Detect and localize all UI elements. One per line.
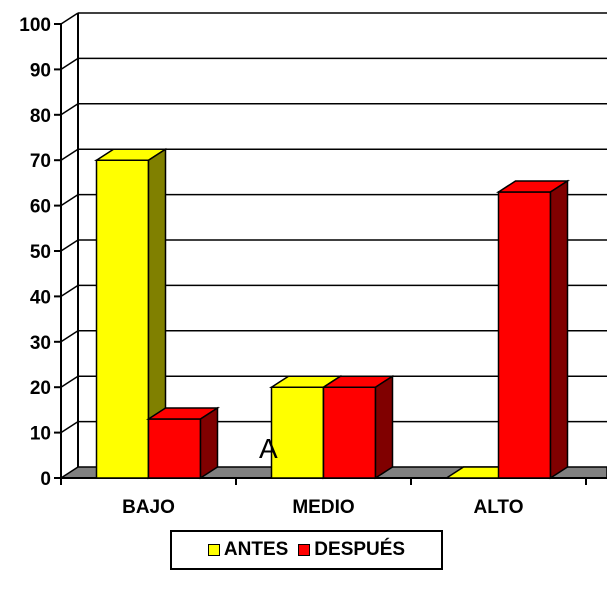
bar-después-alto xyxy=(495,179,571,480)
gridline-side xyxy=(60,239,79,252)
x-label-alto: ALTO xyxy=(474,497,524,518)
bar-side xyxy=(549,179,569,480)
gridline-side xyxy=(60,420,79,434)
gridline-side xyxy=(60,103,79,116)
gridline-side xyxy=(60,193,79,207)
y-tick-label: 10 xyxy=(30,424,51,445)
y-tick-label: 100 xyxy=(19,15,51,36)
y-tick-label: 60 xyxy=(30,197,51,218)
bar-después-bajo xyxy=(145,406,221,480)
bar-front xyxy=(322,386,377,479)
y-tick-label: 0 xyxy=(40,469,51,490)
gridline-side xyxy=(60,330,79,343)
y-tick-label: 70 xyxy=(30,151,51,172)
legend-label-antes: ANTES xyxy=(223,539,289,560)
x-label-bajo: BAJO xyxy=(122,497,175,518)
legend: ANTES DESPUÉS xyxy=(170,530,443,570)
y-tick-label: 50 xyxy=(30,242,51,263)
legend-item-despues: DESPUÉS xyxy=(298,539,405,561)
gridline-side xyxy=(60,12,79,25)
gridline-side xyxy=(60,375,79,388)
gridline-side xyxy=(60,148,79,161)
bar-después-medio xyxy=(320,374,396,480)
legend-swatch-despues xyxy=(298,544,311,556)
y-tick-label: 80 xyxy=(30,106,51,127)
bars xyxy=(93,147,571,480)
category-labels: BAJO MEDIO ALTO xyxy=(122,497,523,518)
annotation-text: A xyxy=(259,433,278,464)
gridline-side xyxy=(60,57,79,71)
bar-front xyxy=(95,159,150,479)
legend-swatch-antes xyxy=(207,544,220,556)
x-label-medio: MEDIO xyxy=(292,497,354,518)
bar-front xyxy=(147,418,202,479)
y-tick-label: 90 xyxy=(30,60,51,81)
y-tick-label: 40 xyxy=(30,287,51,308)
bar-front xyxy=(497,191,552,479)
bar-antes-bajo xyxy=(93,147,169,480)
y-tick-label: 30 xyxy=(30,333,51,354)
bar-side xyxy=(374,374,394,480)
legend-label-despues: DESPUÉS xyxy=(314,539,406,560)
bar-front xyxy=(270,386,325,479)
bar-side xyxy=(199,406,219,480)
y-tick-label: 20 xyxy=(30,378,51,399)
gridline-side xyxy=(60,284,79,298)
legend-item-antes: ANTES xyxy=(207,539,289,561)
